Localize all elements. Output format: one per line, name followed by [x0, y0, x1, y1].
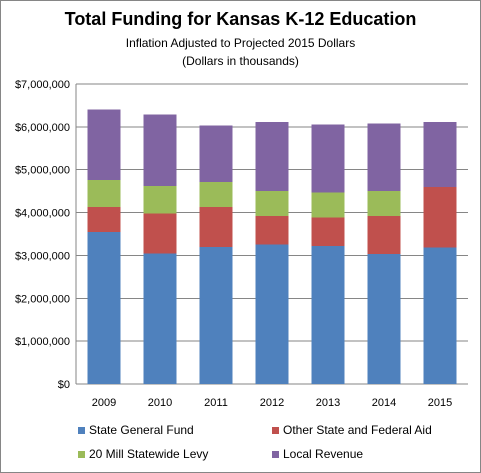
bar-segment: [255, 191, 289, 216]
bar-segment: [143, 253, 177, 384]
bar-segment: [311, 192, 345, 218]
x-tick-label: 2013: [316, 397, 340, 409]
y-tick-label: $7,000,000: [15, 79, 70, 91]
bar-segment: [143, 186, 177, 214]
bar-segment: [87, 207, 121, 232]
legend-item: Other State and Federal Aid: [272, 423, 432, 437]
legend-item: 20 Mill Statewide Levy: [78, 447, 208, 461]
legend-label: 20 Mill Statewide Levy: [89, 447, 209, 461]
bar-segment: [367, 123, 401, 192]
x-tick-label: 2015: [428, 397, 452, 409]
x-tick-label: 2010: [148, 397, 172, 409]
y-tick-label: $6,000,000: [15, 122, 70, 134]
bar-segment: [87, 231, 121, 384]
legend-swatch: [78, 450, 85, 458]
y-tick-label: $2,000,000: [15, 293, 70, 305]
legend-swatch: [272, 426, 279, 434]
legend-label: Local Revenue: [283, 447, 364, 461]
bar-segment: [423, 247, 457, 384]
chart-subtitle-line-1: Inflation Adjusted to Projected 2015 Dol…: [125, 36, 356, 50]
bar-segment: [367, 254, 401, 384]
legend-item: Local Revenue: [272, 447, 363, 461]
chart-title: Total Funding for Kansas K-12 Education: [64, 9, 417, 29]
bar-segment: [311, 124, 345, 193]
y-tick-label: $3,000,000: [15, 250, 70, 262]
y-tick-label: $4,000,000: [15, 208, 70, 220]
bar-segment: [199, 182, 233, 207]
bar-segment: [255, 122, 289, 192]
legend-item: State General Fund: [78, 423, 194, 437]
x-tick-label: 2011: [204, 397, 228, 409]
bar-segment: [311, 246, 345, 384]
bar-segment: [367, 216, 401, 255]
bar-segment: [87, 180, 121, 207]
bar-segment: [423, 122, 457, 187]
legend-swatch: [78, 426, 85, 434]
bar-segment: [143, 114, 177, 186]
chart-subtitle-line-2: (Dollars in thousands): [182, 54, 299, 68]
bar-segment: [255, 216, 289, 245]
x-tick-label: 2014: [372, 397, 396, 409]
bar-segment: [87, 109, 121, 180]
y-tick-label: $1,000,000: [15, 336, 70, 348]
x-tick-label: 2009: [92, 397, 116, 409]
bar-segment: [199, 207, 233, 247]
x-tick-label: 2012: [260, 397, 284, 409]
chart-legend: State General Fund Other State and Federa…: [0, 418, 481, 468]
bar-segment: [199, 246, 233, 384]
bar-segment: [255, 244, 289, 384]
bar-segment: [311, 217, 345, 246]
y-tick-label: $5,000,000: [15, 165, 70, 177]
y-tick-label: $0: [58, 379, 70, 391]
bar-segment: [423, 186, 457, 248]
legend-swatch: [272, 450, 279, 458]
legend-label: State General Fund: [89, 423, 194, 437]
bar-segment: [367, 191, 401, 216]
bar-segment: [143, 213, 177, 254]
bar-segment: [199, 125, 233, 183]
legend-label: Other State and Federal Aid: [283, 423, 432, 437]
